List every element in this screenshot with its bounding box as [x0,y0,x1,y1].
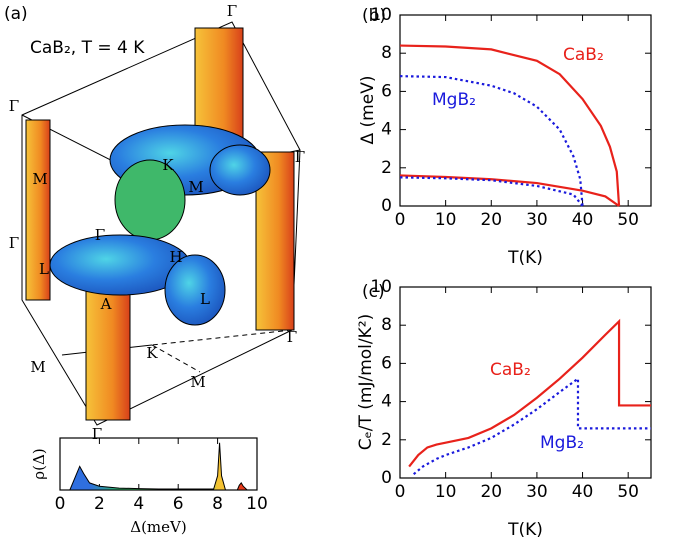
bz-point-label: L [39,260,49,278]
y-tick-label: 2 [381,158,392,178]
bz-point-label: H [169,248,182,266]
y-tick-label: 10 [370,277,392,297]
x-tick-label: 40 [572,210,594,230]
y-tick-label: 4 [381,120,392,140]
x-tick-label: 4 [133,494,144,514]
legend-label: CaB₂ [490,360,531,380]
bz-point-label: M [188,178,203,196]
x-tick-label: 20 [480,210,502,230]
y-tick-label: 2 [381,430,392,450]
x-tick-label: 40 [572,482,594,502]
x-axis-label: Δ(meV) [130,518,186,536]
y-tick-label: 6 [381,353,392,373]
y-tick-label: 0 [381,468,392,488]
panel-caption: CaB₂, T = 4 K [30,38,145,58]
bz-point-label: L [200,290,210,308]
plot-frame [399,286,652,479]
panel-label: (a) [4,4,28,24]
x-tick-label: 30 [526,482,548,502]
bz-point-label: M [30,358,45,376]
data-line [399,176,584,207]
legend-label: MgB₂ [540,433,584,453]
legend-label: CaB₂ [563,45,604,65]
x-tick-label: 6 [173,494,184,514]
bz-point-label: K [162,156,174,174]
density-area [60,442,257,491]
legend-label: MgB₂ [432,90,476,110]
bz-point-label: Γ [227,2,237,20]
x-tick-label: 10 [435,210,457,230]
y-tick-label: 0 [381,196,392,216]
x-tick-label: 2 [94,494,105,514]
panel-label: (b) [362,6,386,26]
bz-point-label: Γ [295,148,305,166]
y-axis-label: ρ(Δ) [30,448,48,479]
data-line [399,44,621,207]
y-tick-label: 8 [381,43,392,63]
bz-point-label: Γ [9,97,19,115]
bz-point-label: Γ [9,234,19,252]
bz-point-label: Γ [92,425,102,443]
x-tick-label: 0 [55,494,66,514]
x-tick-label: 30 [526,210,548,230]
bz-point-label: A [100,295,112,313]
bz-point-label: M [190,373,205,391]
data-line [408,318,651,468]
x-tick-label: 50 [617,210,639,230]
bz-point-label: Γ [287,328,297,346]
x-tick-label: 0 [395,210,406,230]
x-tick-label: 0 [395,482,406,502]
x-axis-label: T(K) [507,248,543,268]
plot-frame [399,14,652,207]
bz-point-label: Γ [95,226,105,244]
bz-point-label: M [32,170,47,188]
data-line [399,174,620,207]
x-axis-label: T(K) [507,520,543,540]
fermi-surface-illustration [21,21,301,426]
y-axis-label: Δ (meV) [358,76,378,145]
y-tick-label: 8 [381,315,392,335]
x-tick-label: 50 [617,482,639,502]
data-line [399,75,584,207]
x-tick-label: 10 [435,482,457,502]
data-line [412,376,651,476]
x-tick-label: 8 [212,494,223,514]
panel-label: (c) [362,282,385,302]
bz-point-label: K [146,344,158,362]
y-tick-label: 4 [381,392,392,412]
x-tick-label: 10 [246,494,268,514]
y-axis-label: Cₑ/T (mJ/mol/K²) [356,314,376,450]
x-tick-label: 20 [480,482,502,502]
y-tick-label: 6 [381,81,392,101]
y-tick-label: 10 [370,5,392,25]
